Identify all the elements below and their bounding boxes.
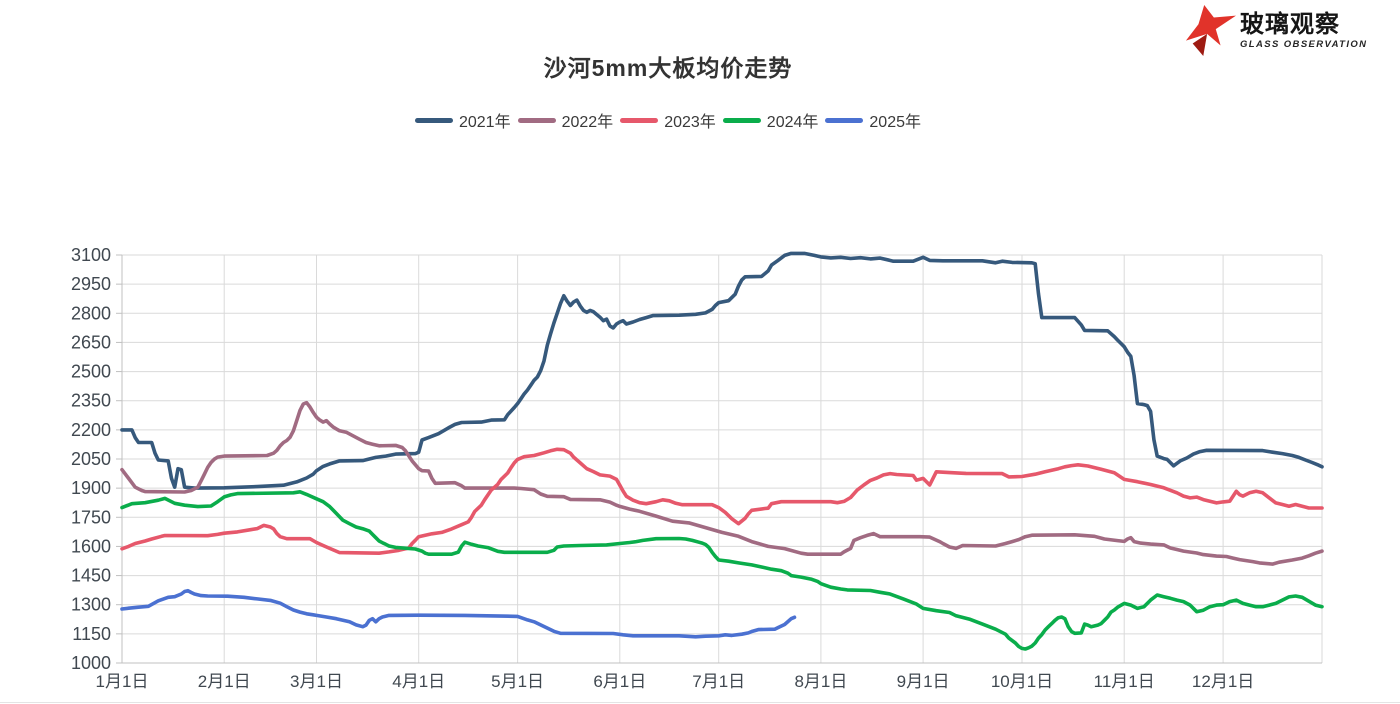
x-axis-label: 6月1日 [593, 672, 646, 691]
series-line-2022年 [120, 400, 1324, 566]
brand-name-cn: 玻璃观察 [1240, 11, 1340, 39]
brand-text: 玻璃观察 GLASS OBSERVATION [1240, 11, 1368, 50]
legend-item-label: 2021年 [458, 114, 511, 131]
y-axis-label: 2050 [71, 449, 111, 469]
x-axis-label: 11月1日 [1094, 672, 1155, 691]
legend-item-label: 2024年 [766, 114, 819, 131]
legend-line-swatch-icon [722, 117, 761, 123]
y-axis-label: 2800 [71, 303, 111, 323]
series-line-2021年 [120, 251, 1324, 490]
x-axis-label: 5月1日 [491, 672, 544, 691]
legend-item-2025年[interactable]: 2025年 [825, 108, 921, 132]
x-axis-label: 1月1日 [96, 672, 149, 691]
x-axis-label: 3月1日 [290, 672, 343, 691]
y-axis-label: 2200 [71, 420, 111, 440]
y-axis-label: 1750 [71, 507, 111, 527]
y-axis-label: 1000 [71, 653, 111, 673]
legend-item-2022年[interactable]: 2022年 [517, 108, 614, 132]
legend-item-label: 2025年 [869, 114, 922, 131]
y-axis-label: 1150 [72, 624, 111, 644]
legend-item-label: 2023年 [664, 114, 716, 131]
legend-item-2024年[interactable]: 2024年 [722, 108, 819, 132]
legend-line-swatch-icon [825, 117, 864, 123]
legend-item-2023年[interactable]: 2023年 [620, 108, 716, 132]
legend-line-swatch-icon [517, 117, 556, 123]
y-axis-label: 3100 [71, 245, 111, 265]
y-axis-label: 2350 [71, 391, 111, 411]
series-line-2023年 [120, 447, 1324, 556]
x-axis-label: 8月1日 [794, 672, 847, 691]
y-axis-label: 1300 [71, 595, 111, 615]
series-line-2025年 [120, 588, 797, 639]
brand-name-en: GLASS OBSERVATION [1240, 38, 1368, 50]
legend-line-swatch-icon [414, 117, 453, 123]
x-axis-label: 12月1日 [1192, 672, 1254, 691]
x-axis-label: 2月1日 [198, 672, 251, 691]
x-axis-label: 10月1日 [991, 672, 1053, 691]
legend-item-2021年[interactable]: 2021年 [414, 108, 511, 132]
legend-line-swatch-icon [620, 117, 659, 123]
x-axis-label: 7月1日 [692, 672, 745, 691]
bottom-divider [0, 702, 1400, 703]
x-axis-label: 9月1日 [897, 672, 950, 691]
y-axis-label: 2950 [71, 274, 111, 294]
brand-mark-icon [1185, 5, 1236, 57]
y-axis-label: 1900 [71, 478, 111, 498]
y-axis-label: 2650 [71, 332, 111, 352]
y-axis-label: 1600 [71, 536, 111, 556]
chart-title: 沙河5mm大板均价走势 [543, 55, 793, 81]
series-line-2024年 [120, 489, 1324, 651]
y-axis-label: 1450 [71, 566, 111, 586]
brand-logo: 玻璃观察 GLASS OBSERVATION [1183, 5, 1367, 57]
legend-item-label: 2022年 [561, 114, 614, 131]
y-axis-label: 2500 [71, 362, 111, 382]
x-axis-label: 4月1日 [392, 672, 445, 691]
legend: 2021年 2022年 2023年 2024年 2025年 [0, 108, 1336, 132]
